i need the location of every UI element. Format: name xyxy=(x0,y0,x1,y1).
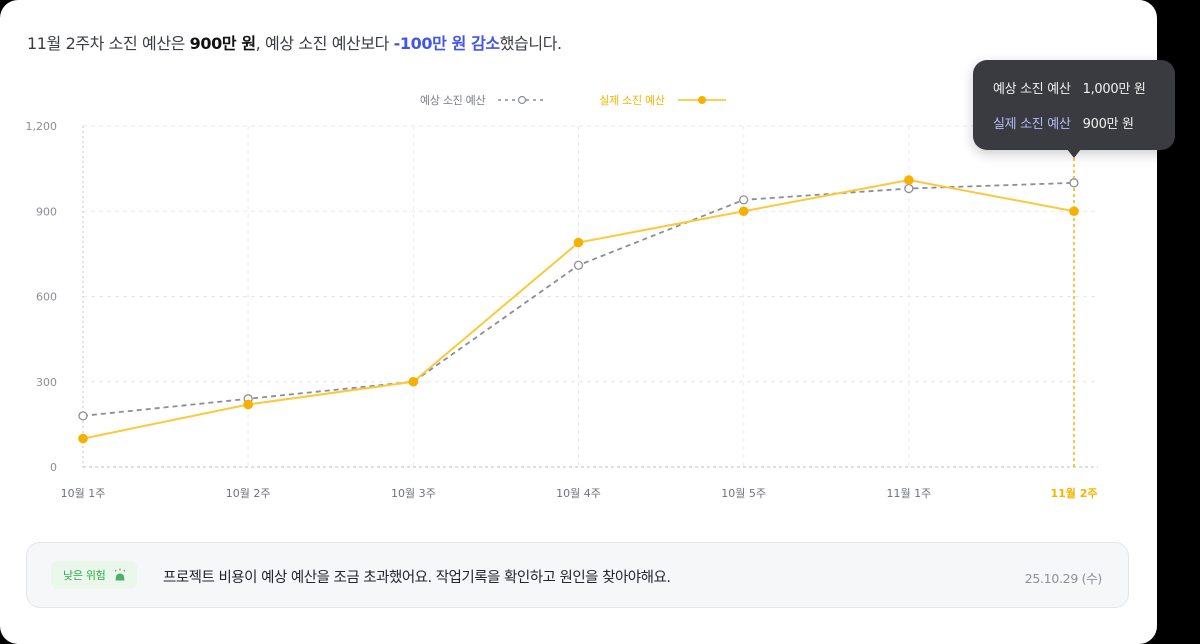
data-point-actual xyxy=(243,399,253,410)
legend-item-expected[interactable]: 예상 소진 예산 xyxy=(420,92,547,108)
data-point-actual xyxy=(904,175,914,185)
data-point-actual xyxy=(1069,206,1079,217)
tooltip-label: 예상 소진 예산 xyxy=(993,82,1071,97)
headline-text: , 예상 소진 예산보다 xyxy=(255,34,394,53)
dashed-line-hollow-marker-icon xyxy=(498,95,547,105)
y-axis-tick-label: 600 xyxy=(36,291,57,304)
y-axis-tick-label: 0 xyxy=(50,461,57,474)
x-axis-tick-label: 10월 1주 xyxy=(61,487,106,500)
risk-badge: 낮은 위험 xyxy=(51,561,138,589)
budget-card: 11월 2주차 소진 예산은 900만 원, 예상 소진 예산보다 -100만 … xyxy=(0,0,1157,644)
x-axis-tick-label: 10월 2주 xyxy=(226,487,271,500)
x-axis-tick-label: 10월 3주 xyxy=(391,487,436,500)
alert-date: 25.10.29 (수) xyxy=(1024,571,1103,586)
y-axis-tick-label: 300 xyxy=(36,376,57,389)
tooltip-value: 1,000만 원 xyxy=(1082,82,1146,97)
headline-delta: -100만 원 감소 xyxy=(393,34,500,53)
data-point-expected xyxy=(78,411,88,421)
data-point-expected xyxy=(573,260,584,270)
tooltip-value: 900만 원 xyxy=(1082,117,1134,132)
summary-headline: 11월 2주차 소진 예산은 900만 원, 예상 소진 예산보다 -100만 … xyxy=(27,30,562,54)
x-axis-tick-label: 11월 1주 xyxy=(886,487,931,500)
headline-text: 11월 2주차 소진 예산은 xyxy=(27,34,190,53)
line-chart[interactable]: 0 300 600 900 1,200 10월 1주 10월 2주 10월 3주 10월 4주 1… xyxy=(0,0,1157,520)
risk-badge-label: 낮은 위험 xyxy=(63,569,106,582)
alert-message: 프로젝트 비용이 예상 예산을 조금 초과했어요. 작업기록을 확인하고 원인을… xyxy=(163,570,671,586)
data-point-actual xyxy=(738,206,749,217)
chart-legend: 예상 소진 예산 실제 소진 예산 xyxy=(420,92,779,108)
data-point-expected xyxy=(1069,178,1079,188)
y-axis-tick-label: 900 xyxy=(36,205,57,218)
legend-item-actual[interactable]: 실제 소진 예산 xyxy=(599,92,726,108)
data-point-expected xyxy=(739,195,749,205)
data-point-actual xyxy=(78,433,88,444)
solid-line-filled-marker-icon xyxy=(677,96,726,104)
y-axis-tick-label: 1,200 xyxy=(26,120,58,133)
risk-alert: 낮은 위험 프로젝트 비용이 예상 예산을 조금 초과했어요. 작업기록을 확인… xyxy=(26,542,1129,608)
data-point-actual xyxy=(408,376,419,387)
tooltip-arrow xyxy=(1067,149,1081,158)
legend-label: 예상 소진 예산 xyxy=(420,94,486,107)
tooltip-label: 실제 소진 예산 xyxy=(993,117,1071,132)
x-axis-tick-label: 10월 4주 xyxy=(556,487,601,500)
alarm-bell-icon xyxy=(115,568,126,581)
data-point-expected xyxy=(904,183,914,194)
headline-text: 했습니다. xyxy=(499,34,562,53)
headline-amount: 900만 원 xyxy=(189,34,256,53)
chart-tooltip: 예상 소진 예산 1,000만 원 실제 소진 예산 900만 원 xyxy=(973,60,1175,158)
x-axis-tick-label: 10월 5주 xyxy=(721,487,766,500)
legend-label: 실제 소진 예산 xyxy=(599,94,665,107)
data-point-actual xyxy=(573,237,584,248)
tooltip-row-expected: 예상 소진 예산 1,000만 원 xyxy=(993,78,1146,97)
x-axis-tick-label: 11월 2주 xyxy=(1050,486,1097,500)
tooltip-row-actual: 실제 소진 예산 900만 원 xyxy=(993,113,1134,132)
